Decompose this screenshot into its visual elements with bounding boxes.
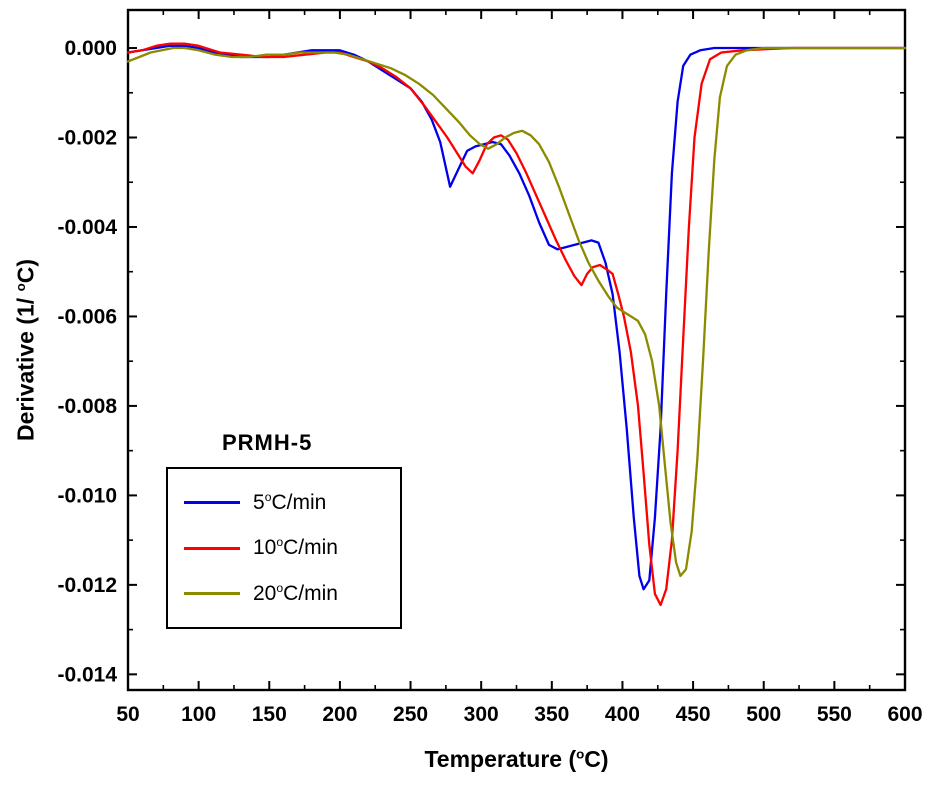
x-axis-title-unit: C)	[584, 746, 609, 772]
y-tick-label: -0.006	[57, 305, 117, 328]
legend-line-sample-blue	[184, 501, 240, 504]
y-axis-title-text: Derivative (1/	[12, 291, 39, 442]
x-tick-label: 150	[252, 703, 287, 726]
y-tick-label: -0.014	[57, 663, 117, 686]
plot-frame	[126, 8, 907, 692]
legend-item-20cmin: 20oC/min	[184, 580, 400, 606]
y-tick-label: -0.008	[57, 395, 117, 418]
degree-symbol: o	[276, 535, 284, 549]
x-tick-label: 300	[464, 703, 499, 726]
legend-label: 20oC/min	[253, 580, 338, 605]
legend-line-sample-olive	[184, 592, 240, 595]
x-axis-title-text: Temperature (	[424, 746, 577, 772]
x-tick-label: 400	[605, 703, 640, 726]
legend-line-sample-red	[184, 546, 240, 550]
curve-20-C-min	[126, 46, 907, 578]
degree-symbol: o	[12, 283, 28, 292]
x-tick-label: 350	[534, 703, 569, 726]
curve-10-C-min	[126, 42, 907, 607]
y-axis-title-unit: C)	[12, 258, 39, 284]
degree-symbol: o	[276, 580, 284, 595]
x-tick-label: 200	[322, 703, 357, 726]
x-tick-label: 550	[817, 703, 852, 726]
x-tick-label: 100	[181, 703, 216, 726]
x-tick-label: 450	[676, 703, 711, 726]
y-axis-title: Derivative (1/ oC)	[13, 259, 40, 441]
legend-box: 5oC/min 10oC/min 20oC/min	[166, 467, 402, 629]
x-tick-label: 250	[393, 703, 428, 726]
y-tick-label: -0.004	[57, 216, 117, 239]
y-tick-label: -0.010	[57, 484, 117, 507]
x-axis-title: Temperature (oC)	[128, 746, 905, 773]
degree-symbol: o	[264, 489, 272, 504]
y-tick-label: -0.002	[57, 127, 117, 150]
x-tick-label: 600	[887, 703, 922, 726]
x-tick-label: 50	[116, 703, 139, 726]
y-tick-label: 0.000	[64, 37, 117, 60]
x-tick-label: 500	[746, 703, 781, 726]
legend-item-5cmin: 5oC/min	[184, 489, 400, 515]
legend-item-10cmin: 10oC/min	[184, 536, 400, 560]
sample-label: PRMH-5	[222, 430, 313, 455]
y-tick-label: -0.012	[57, 574, 117, 597]
degree-symbol: o	[576, 746, 585, 762]
legend-label: 5oC/min	[253, 489, 327, 514]
legend-label: 10oC/min	[253, 535, 338, 559]
